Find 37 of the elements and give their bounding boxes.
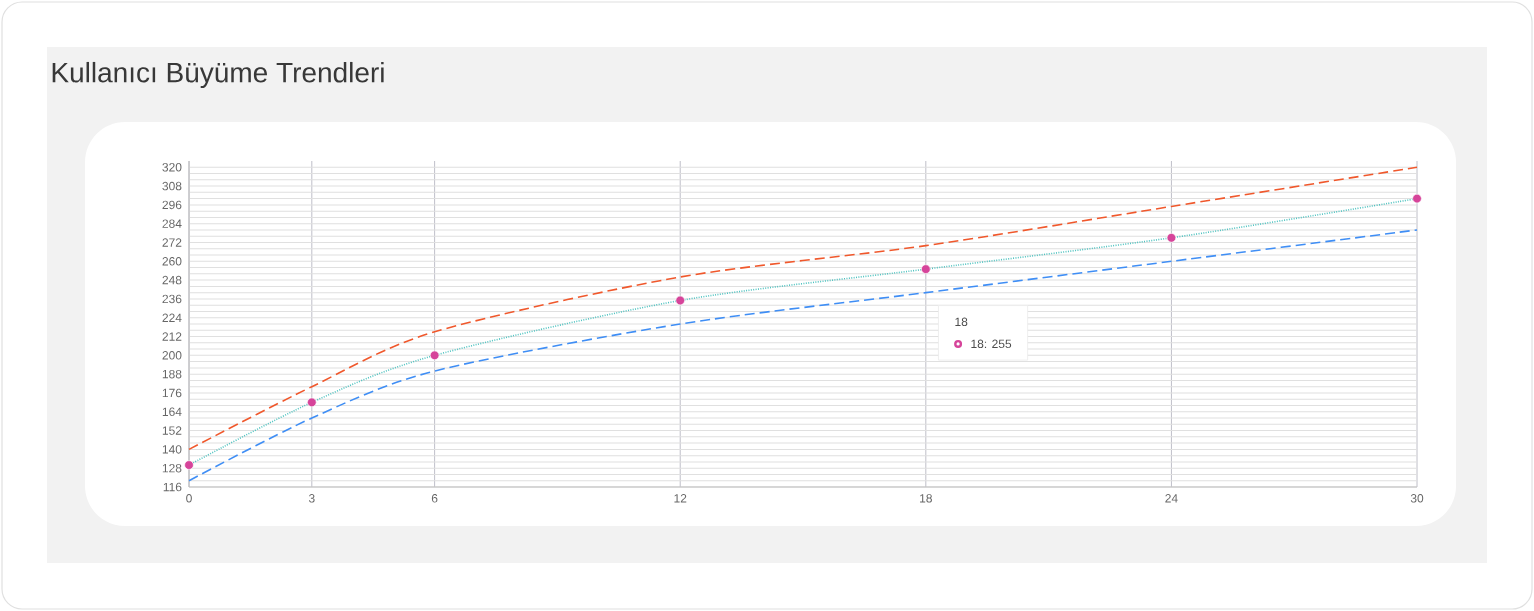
annotation: 18 <box>955 317 968 327</box>
chart-title: Kullanıcı Büyüme Trendleri <box>52 61 384 89</box>
point <box>184 460 194 470</box>
point <box>1166 233 1177 243</box>
line-series <box>188 229 1418 482</box>
x-tick-label: 0 <box>186 494 192 503</box>
y-tick-label: 164 <box>162 407 182 417</box>
point <box>675 295 685 306</box>
y-tick-label: 320 <box>162 163 182 172</box>
y-tick-label: 128 <box>162 463 182 473</box>
y-tick-label: 236 <box>162 294 182 304</box>
point <box>921 264 931 274</box>
y-tick-label: 140 <box>162 445 182 454</box>
y-tick-label: 212 <box>162 332 182 341</box>
y-tick-label: 272 <box>162 238 182 247</box>
y-tick-label: 224 <box>162 313 182 322</box>
y-tick-label: 284 <box>162 219 182 228</box>
point <box>429 350 440 361</box>
point <box>1412 193 1422 204</box>
y-tick-label: 116 <box>163 482 182 492</box>
y-tick-label: 188 <box>162 369 182 379</box>
line-series <box>188 166 1418 451</box>
annotation: 18: 255 <box>971 339 1012 349</box>
point <box>307 397 317 408</box>
y-tick-label: 308 <box>162 181 182 191</box>
x-tick-label: 30 <box>1410 494 1424 503</box>
x-tick-label: 6 <box>431 494 438 503</box>
x-tick-label: 18 <box>920 494 932 503</box>
y-tick-label: 176 <box>162 388 182 398</box>
y-tick-label: 248 <box>162 275 182 285</box>
y-tick-label: 152 <box>162 426 182 435</box>
y-tick-label: 200 <box>162 351 182 360</box>
x-tick-label: 3 <box>308 494 315 503</box>
x-tick-label: 24 <box>1165 494 1178 503</box>
x-tick-label: 12 <box>674 494 687 503</box>
y-tick-label: 296 <box>162 200 182 210</box>
y-tick-label: 260 <box>162 257 182 266</box>
